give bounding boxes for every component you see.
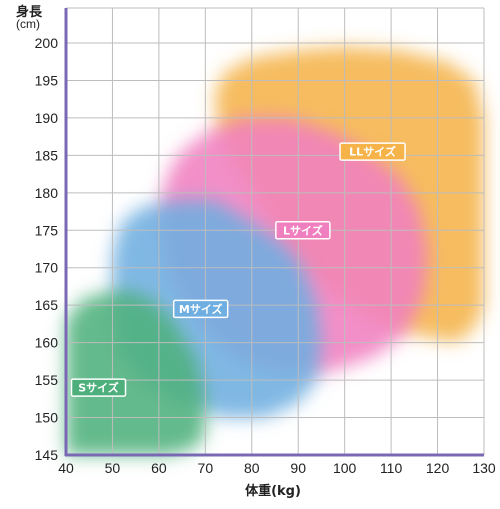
y-tick-label: 155 [35, 372, 59, 388]
y-tick-label: 200 [35, 35, 59, 51]
x-tick-label: 60 [151, 460, 167, 476]
badge-ll-box [339, 142, 406, 161]
badge-ll-label: LLサイズ [349, 145, 396, 159]
badge-s: Sサイズ [70, 378, 127, 397]
x-tick-label: 110 [380, 460, 403, 476]
y-axis-title: 身長 [16, 4, 43, 20]
badge-l-box [275, 221, 331, 240]
y-tick-label: 165 [35, 297, 59, 313]
y-tick-label: 185 [35, 147, 59, 163]
x-tick-label: 90 [290, 460, 306, 476]
badge-s-box [70, 378, 127, 397]
size-labels: LLサイズ Lサイズ Mサイズ Sサイズ [70, 142, 406, 397]
x-tick-label: 120 [426, 460, 450, 476]
badge-l-label: Lサイズ [283, 223, 323, 237]
y-tick-label: 150 [35, 410, 59, 426]
x-tick-label: 100 [333, 460, 357, 476]
x-tick-label: 130 [472, 460, 496, 476]
x-tick-label: 80 [244, 460, 260, 476]
grid [66, 7, 485, 455]
x-tick-label: 40 [58, 460, 74, 476]
region-s [66, 290, 206, 455]
y-tick-label: 175 [35, 222, 59, 238]
size-regions [66, 46, 484, 455]
x-tick-label: 50 [105, 460, 121, 476]
y-tick-label: 145 [35, 447, 59, 463]
y-tick-label: 160 [35, 335, 59, 351]
badge-m-box [172, 299, 229, 319]
badge-l: Lサイズ [275, 221, 331, 240]
y-tick-label: 190 [35, 110, 59, 126]
badge-m: Mサイズ [172, 299, 229, 319]
badge-m-label: Mサイズ [179, 302, 223, 316]
y-tick-label: 170 [35, 260, 59, 276]
x-tick-label: 70 [198, 460, 214, 476]
y-tick-label: 180 [35, 185, 59, 201]
x-axis-title: 体重(kg) [245, 483, 301, 499]
badge-ll: LLサイズ [339, 142, 406, 161]
badge-s-label: Sサイズ [78, 381, 119, 395]
y-tick-label: 195 [35, 72, 59, 88]
tick-labels: 145 150 155 160 165 170 175 180 185 190 195 200 40 50… [35, 35, 496, 476]
axes [64, 8, 484, 457]
y-axis-unit: (cm) [16, 17, 40, 31]
